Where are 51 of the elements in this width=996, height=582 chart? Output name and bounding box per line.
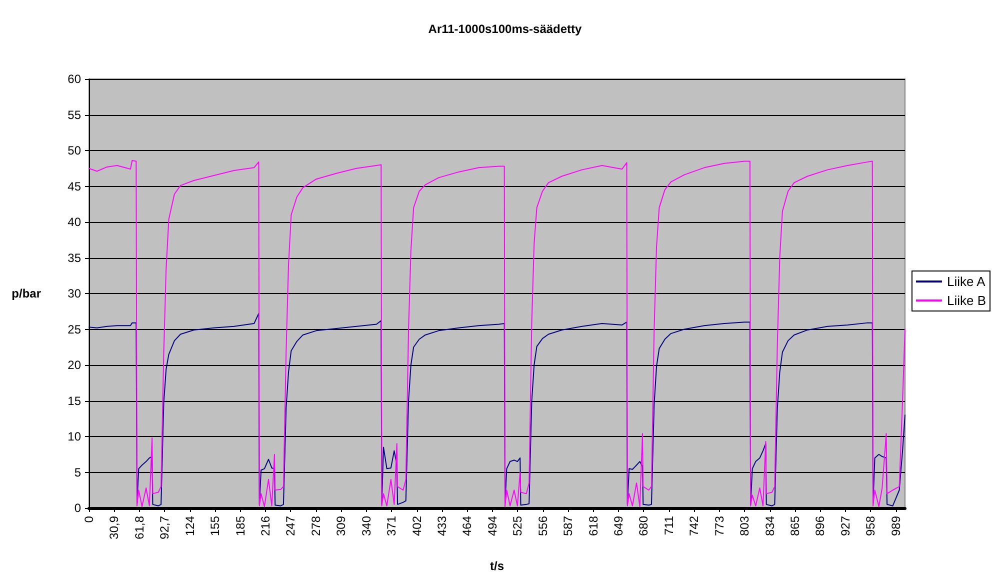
x-tick-label: 92,7: [158, 516, 172, 540]
x-tick-label: 680: [636, 516, 651, 536]
legend-label: Liike A: [946, 274, 986, 289]
x-tick-label: 0: [82, 516, 96, 523]
x-tick-label: 989: [888, 516, 903, 536]
x-tick-label: 958: [864, 516, 878, 536]
x-tick-label: 865: [788, 516, 802, 536]
y-tick-label: 25: [68, 322, 82, 336]
x-tick-label: 216: [258, 516, 272, 536]
x-tick-label: 247: [284, 516, 298, 536]
x-tick-label: 61,8: [132, 516, 146, 540]
x-tick-label: 649: [612, 516, 626, 536]
y-tick-label: 15: [68, 394, 82, 408]
x-tick-label: 711: [662, 516, 676, 536]
x-tick-label: 618: [586, 516, 600, 536]
x-tick-label: 587: [561, 516, 576, 536]
y-tick-label: 20: [68, 358, 82, 372]
y-tick-label: 40: [68, 215, 82, 229]
x-tick-label: 278: [308, 516, 323, 536]
y-tick-label: 5: [74, 465, 82, 480]
x-tick-label: 433: [435, 516, 449, 536]
chart-title: Ar11-1000s100ms-säädetty: [428, 22, 582, 36]
x-tick-label: 834: [762, 516, 777, 536]
y-tick-label: 50: [68, 144, 82, 158]
y-tick-label: 45: [68, 179, 82, 194]
x-tick-label: 742: [687, 516, 702, 536]
legend-label: Liike B: [946, 293, 986, 308]
x-tick-label: 402: [410, 516, 424, 536]
x-axis-title: t/s: [490, 559, 504, 573]
y-tick-label: 55: [68, 108, 82, 122]
x-tick-label: 309: [334, 516, 348, 536]
x-tick-label: 30,9: [107, 516, 122, 540]
x-tick-label: 773: [712, 516, 726, 536]
x-tick-label: 185: [233, 516, 248, 536]
y-axis-title: p/bar: [12, 286, 42, 300]
y-tick-label: 10: [68, 430, 82, 444]
y-tick-label: 60: [68, 72, 82, 86]
x-tick-label: 556: [536, 516, 550, 536]
x-tick-label: 155: [208, 516, 222, 536]
y-tick-label: 35: [68, 250, 82, 265]
x-tick-label: 340: [359, 516, 374, 536]
x-tick-label: 803: [738, 516, 752, 536]
x-tick-label: 896: [813, 516, 828, 536]
x-tick-label: 464: [460, 516, 474, 536]
x-tick-label: 494: [485, 516, 500, 536]
x-tick-label: 525: [510, 516, 525, 536]
y-tick-label: 30: [68, 286, 82, 300]
x-tick-label: 927: [838, 516, 852, 536]
y-tick-label: 0: [74, 501, 82, 515]
x-tick-label: 371: [384, 516, 399, 536]
x-tick-label: 124: [182, 516, 197, 536]
